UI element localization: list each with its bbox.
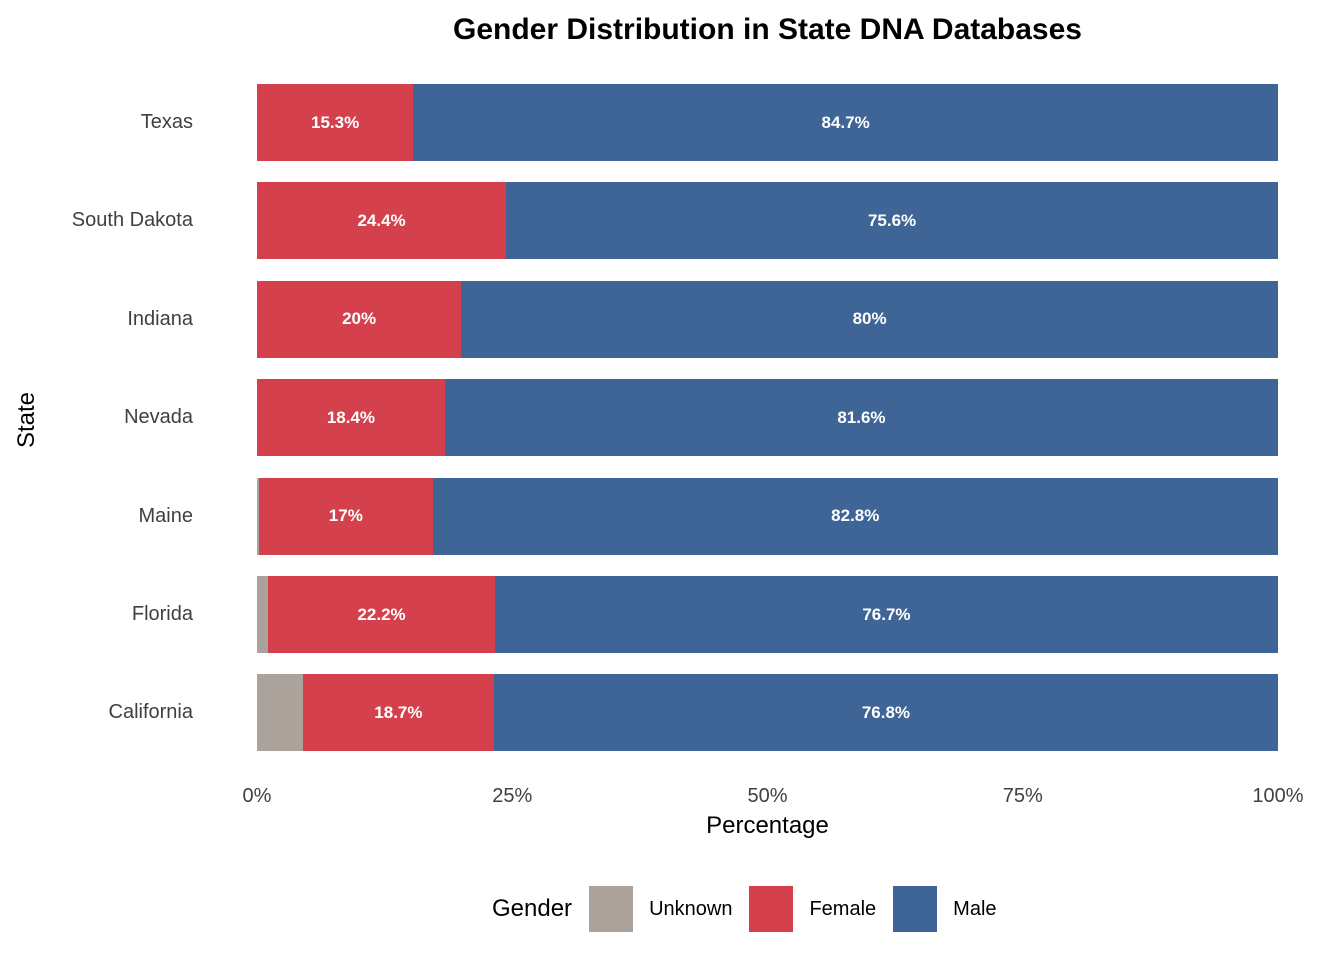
- bar-segment-female: 18.7%: [302, 674, 494, 752]
- y-axis-tick-label: Florida: [131, 603, 193, 625]
- bar-row-texas: 15.3% 84.7%: [257, 84, 1278, 161]
- bar-segment-female: 15.3%: [257, 84, 414, 161]
- x-axis-tick-label: 25%: [492, 785, 533, 807]
- legend-swatch-male: [893, 886, 938, 932]
- y-axis-tick-label: Indiana: [127, 307, 193, 330]
- bar-value-label: 76.7%: [862, 604, 911, 624]
- bar-value-label: 24.4%: [357, 210, 406, 230]
- y-axis-tick-label: Nevada: [124, 406, 193, 429]
- y-axis-tick-label: Maine: [138, 504, 193, 527]
- y-axis-tick-labels: Texas South Dakota Indiana Nevada Maine Flori…: [0, 84, 193, 752]
- legend-item-unknown: Unknown: [589, 886, 732, 932]
- plot-area: 15.3% 84.7% 24.4% 75.6% 20% 80% 18.4% 81.6% 17% 8…: [257, 84, 1278, 752]
- bar-row-maine: 17% 82.8%: [257, 477, 1278, 555]
- chart-title: Gender Distribution in State DNA Databas…: [452, 13, 1082, 46]
- legend-title: Gender: [492, 895, 573, 922]
- bar-value-label: 20%: [342, 309, 377, 329]
- bar-segment-male: 81.6%: [444, 379, 1278, 457]
- bar-value-label: 15.3%: [311, 112, 360, 132]
- x-axis-tick-label: 100%: [1252, 785, 1304, 807]
- legend: Gender Unknown Female Male: [492, 886, 997, 932]
- bar-segment-male: 82.8%: [432, 477, 1278, 555]
- legend-item-label: Male: [953, 897, 997, 920]
- bar-segment-female: 18.4%: [257, 379, 445, 457]
- bar-value-label: 80%: [852, 309, 887, 329]
- bar-row-indiana: 20% 80%: [257, 280, 1278, 358]
- bar-segment-female: 22.2%: [268, 576, 495, 653]
- bar-row-florida: 22.2% 76.7%: [257, 576, 1278, 653]
- legend-item-label: Unknown: [649, 897, 733, 920]
- bar-row-california: 18.7% 76.8%: [257, 674, 1278, 752]
- bar-segment-male: 76.8%: [493, 674, 1278, 752]
- bar-value-label: 22.2%: [357, 604, 406, 624]
- y-axis-tick-label: Texas: [140, 111, 193, 133]
- bar-segment-unknown: [257, 576, 269, 653]
- bar-segment-male: 76.7%: [494, 576, 1278, 653]
- bar-value-label: 17%: [328, 506, 363, 526]
- bar-segment-male: 75.6%: [506, 182, 1278, 260]
- bar-row-south-dakota: 24.4% 75.6%: [257, 182, 1278, 260]
- bar-value-label: 81.6%: [837, 407, 886, 427]
- bar-segment-male: 80%: [461, 280, 1278, 358]
- bar-value-label: 76.8%: [861, 702, 911, 722]
- x-axis-tick-label: 50%: [747, 785, 788, 807]
- bar-value-label: 75.6%: [867, 210, 917, 230]
- legend-item-label: Female: [809, 897, 877, 920]
- x-axis-tick-label: 75%: [1002, 785, 1043, 807]
- x-axis-tick-label: 0%: [242, 785, 272, 807]
- y-axis-tick-label: California: [108, 701, 193, 724]
- bar-segment-female: 24.4%: [257, 182, 507, 260]
- legend-item-male: Male: [893, 886, 997, 932]
- bar-segment-male: 84.7%: [413, 84, 1278, 161]
- bar-segment-female: 20%: [257, 280, 462, 358]
- bar-segment-female: 17%: [259, 477, 433, 555]
- legend-item-female: Female: [749, 886, 876, 932]
- bar-value-label: 18.4%: [326, 407, 376, 427]
- bar-row-nevada: 18.4% 81.6%: [257, 379, 1278, 457]
- bar-segment-unknown: [257, 477, 260, 555]
- x-axis-tick-labels: 0% 25% 50% 75% 100%: [243, 785, 1304, 815]
- x-axis-title: Percentage: [706, 812, 829, 839]
- bar-segment-unknown: [257, 674, 303, 752]
- bar-value-label: 84.7%: [821, 112, 870, 132]
- y-axis-tick-label: South Dakota: [71, 209, 193, 232]
- legend-swatch-female: [749, 886, 794, 932]
- bar-value-label: 82.8%: [831, 506, 880, 526]
- bar-value-label: 18.7%: [374, 702, 423, 722]
- legend-swatch-unknown: [589, 886, 634, 932]
